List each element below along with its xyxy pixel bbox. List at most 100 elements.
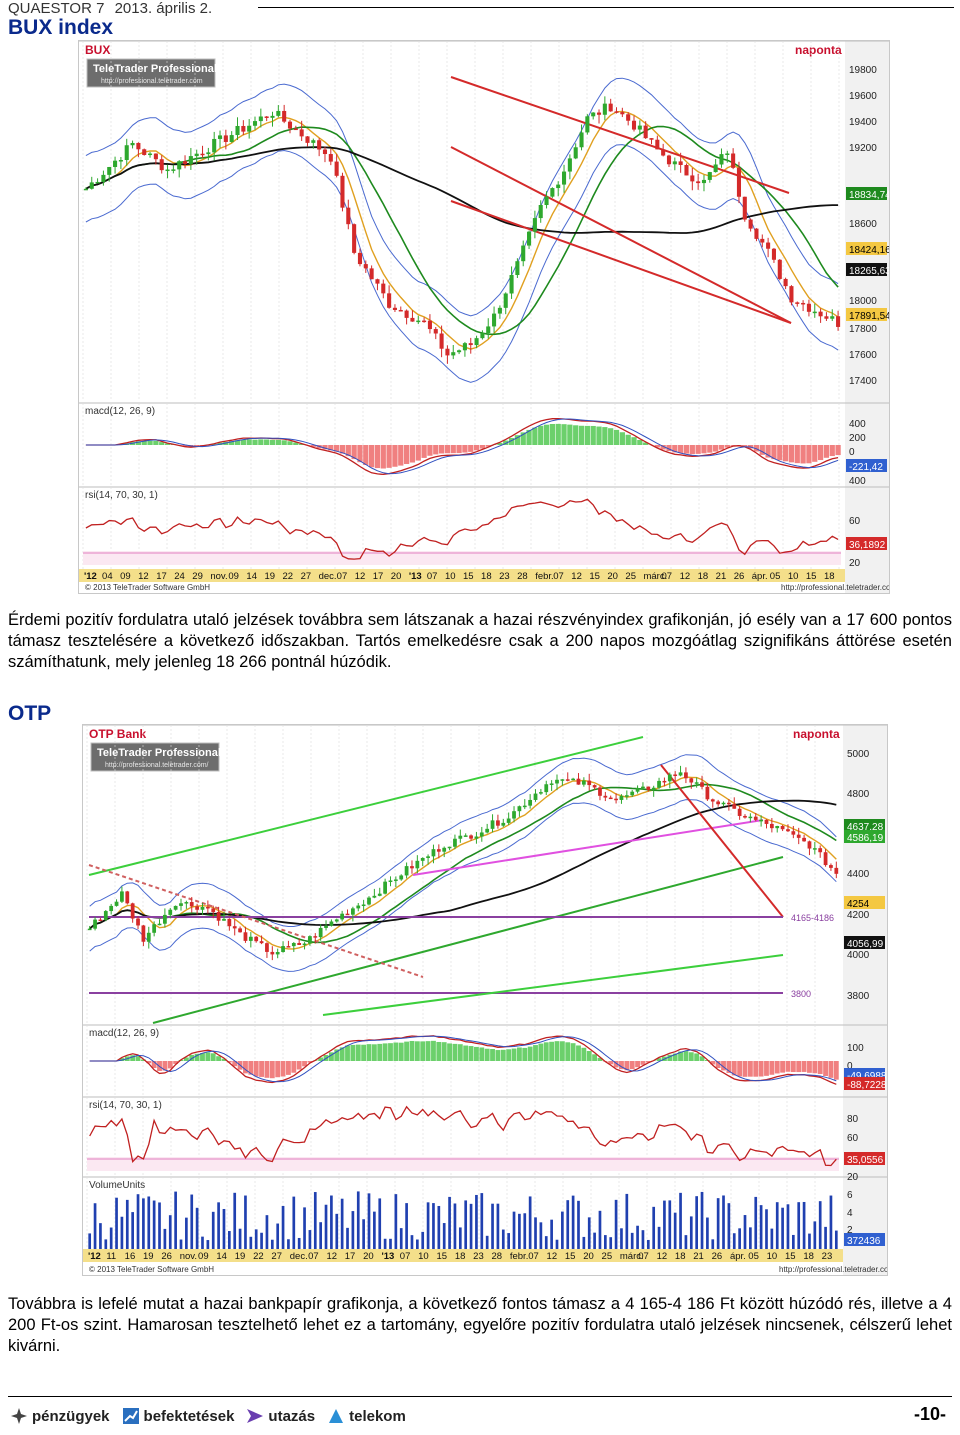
macd-histogram-bar: [672, 1053, 678, 1061]
price-marker-box: [846, 263, 887, 276]
candle-body: [818, 848, 823, 853]
macd-histogram-bar: [608, 1061, 614, 1065]
date-tick-label: 07: [528, 1251, 539, 1262]
volume-bar: [158, 1202, 161, 1249]
macd-histogram-bar: [302, 1061, 307, 1067]
macd-histogram-bar: [392, 445, 398, 467]
candle-body: [753, 816, 758, 820]
macd-histogram-bar: [258, 439, 264, 445]
date-tick-label: 21: [693, 1251, 704, 1262]
volume-bar: [211, 1211, 215, 1249]
candle-body: [98, 919, 103, 922]
candle-body: [662, 780, 667, 783]
rsi-tick-label: 36,1892: [849, 540, 886, 551]
footer-nav-label: telekom: [349, 1407, 406, 1425]
macd-histogram-bar: [162, 1061, 168, 1071]
macd-marker-box: [844, 1077, 885, 1090]
candle-body: [436, 849, 441, 852]
macd-histogram-bar: [328, 445, 334, 451]
date-tick-label: 16: [125, 1251, 136, 1262]
candle-body: [684, 772, 688, 779]
date-axis-strip: [79, 569, 845, 582]
macd-histogram-bar: [474, 1046, 479, 1061]
footer-nav-befektetesek[interactable]: befektetések: [122, 1407, 234, 1425]
candle-body: [705, 786, 710, 800]
date-tick-label: márc.: [620, 1251, 644, 1262]
chart-copyright-url: http://professional.teletrader.com/: [779, 1265, 887, 1274]
volume-bar: [335, 1213, 339, 1249]
date-tick-label: ápr.: [752, 571, 768, 582]
candle-body: [468, 343, 473, 346]
footer-nav-telekom[interactable]: telekom: [327, 1407, 406, 1425]
macd-histogram-bar: [643, 442, 649, 445]
volume-bar: [464, 1200, 468, 1249]
candle-body: [539, 792, 543, 794]
candle-body: [363, 264, 368, 269]
volume-bar: [190, 1194, 194, 1249]
macd-histogram-bar: [782, 445, 789, 462]
macd-histogram-bar: [823, 1061, 828, 1076]
candle-body: [211, 908, 216, 912]
macd-histogram-bar: [468, 1046, 474, 1061]
macd-histogram-bar: [500, 1049, 506, 1061]
volume-bar: [485, 1235, 489, 1249]
candle-body: [700, 782, 704, 787]
candle-body: [689, 778, 694, 783]
macd-histogram-bar: [554, 1041, 560, 1061]
candle-body: [474, 338, 479, 346]
candle-body: [591, 112, 596, 117]
macd-histogram-bar: [468, 445, 474, 452]
header-rule: [258, 7, 954, 8]
candle-body: [791, 831, 796, 835]
macd-histogram-bar: [823, 445, 830, 458]
candle-body: [87, 928, 92, 931]
candle-body: [152, 924, 157, 933]
date-tick-label: 14: [246, 571, 257, 582]
chart-up-icon: [122, 1407, 140, 1425]
macd-histogram-bar: [695, 445, 701, 454]
moving-average-short-line: [85, 110, 839, 350]
candle-body: [392, 307, 397, 310]
candle-body: [410, 317, 415, 322]
footer-nav-penzugyek[interactable]: pénzügyek: [10, 1407, 110, 1425]
candle-body: [182, 161, 188, 164]
price-tick-label: 17800: [849, 324, 877, 335]
volume-bar: [265, 1215, 269, 1249]
macd-signal-line: [89, 1035, 837, 1083]
candle-body: [631, 120, 637, 130]
macd-histogram-bar: [835, 445, 841, 456]
candle-body: [254, 936, 259, 942]
candle-body: [624, 795, 629, 797]
candle-body: [130, 142, 135, 146]
volume-bar: [722, 1195, 725, 1249]
date-tick-label: 25: [602, 1251, 613, 1262]
travel-icon: [246, 1407, 264, 1425]
macd-histogram-bar: [788, 445, 795, 463]
date-tick-label: 10: [788, 571, 799, 582]
otp-paragraph: Továbbra is lefelé mutat a hazai bankpap…: [8, 1295, 952, 1355]
volume-bar: [491, 1203, 494, 1249]
volume-bar: [824, 1226, 827, 1249]
candle-body: [109, 905, 114, 912]
volume-bar: [383, 1238, 387, 1249]
date-tick-label: 09: [228, 571, 239, 582]
support-zone-label: 4165-4186: [791, 913, 834, 923]
macd-histogram-bar: [567, 424, 573, 445]
price-tick-label: 19400: [849, 117, 877, 128]
macd-histogram-bar: [629, 1061, 635, 1070]
macd-histogram-bar: [602, 427, 608, 445]
macd-histogram-bar: [490, 1049, 495, 1061]
date-tick-label: 07: [662, 571, 673, 582]
candle-body: [351, 908, 355, 915]
candle-body: [581, 780, 586, 785]
candle-body: [690, 175, 695, 182]
candle-body: [655, 139, 660, 150]
date-tick-label: febr.: [535, 571, 554, 582]
candle-body: [361, 904, 366, 907]
macd-histogram-bar: [248, 1061, 254, 1075]
macd-histogram-bar: [264, 1061, 270, 1078]
candle-body: [318, 927, 323, 938]
macd-histogram-bar: [514, 435, 521, 445]
footer-nav-utazas[interactable]: utazás: [246, 1407, 315, 1425]
candle-body: [270, 115, 275, 118]
